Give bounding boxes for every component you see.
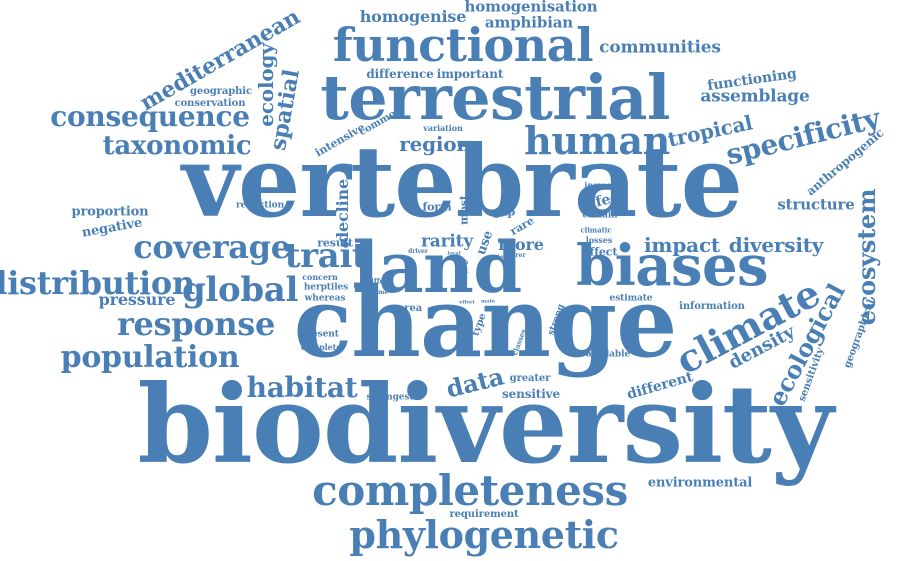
word-amphibian: amphibian xyxy=(484,13,574,32)
word-coverage: coverage xyxy=(133,228,291,266)
word-taxonomic: taxonomic xyxy=(102,131,252,161)
word-global: global xyxy=(181,270,299,310)
word-biodiversity: biodiversity xyxy=(137,362,834,488)
word-consequence: consequence xyxy=(50,100,250,133)
word-completeness: completeness xyxy=(312,466,628,515)
word-variation: variation xyxy=(423,123,463,133)
word-important: important xyxy=(436,67,504,81)
word-land: land xyxy=(352,226,523,309)
word-impact: impact xyxy=(644,233,720,257)
word-environmental: environmental xyxy=(647,475,753,491)
word-information: information xyxy=(679,301,745,312)
word-terrestrial: terrestrial xyxy=(320,61,670,134)
word-complete: complete xyxy=(300,342,342,352)
word-communities: communities xyxy=(599,37,721,58)
word-form: form xyxy=(422,200,452,214)
word-available: available xyxy=(585,349,631,360)
word-decline: decline xyxy=(333,179,352,243)
word-homogenise: homogenise xyxy=(359,7,467,26)
word-test: test xyxy=(455,268,469,275)
word-assemblage: assemblage xyxy=(700,86,810,107)
word-differ: differ xyxy=(366,276,388,286)
word-most: most xyxy=(457,195,471,225)
word-proportion: proportion xyxy=(71,204,149,220)
word-homogenisation: homogenisation xyxy=(464,0,598,16)
word-response: response xyxy=(116,305,276,343)
word-functional: functional xyxy=(332,18,594,72)
word-structure: structure xyxy=(777,195,855,214)
word-biases: biases xyxy=(575,233,769,299)
word-diversity: diversity xyxy=(728,233,824,257)
word-conservation: conservation xyxy=(174,98,246,109)
word-present: present xyxy=(301,329,339,340)
word-biome: biome xyxy=(367,289,389,296)
word-term: term xyxy=(497,254,513,261)
word-requirement: requirement xyxy=(449,509,519,520)
word-affect: affect xyxy=(582,245,618,259)
word-result: result xyxy=(317,236,353,250)
word-area: area xyxy=(397,303,423,314)
word-increase: increase xyxy=(584,180,622,190)
word-fish: fish xyxy=(455,259,469,266)
word-driver: driver xyxy=(408,248,428,255)
word-losses: losses xyxy=(585,235,613,245)
word-concern: concern xyxy=(302,272,338,282)
word-region: region xyxy=(399,132,471,156)
word-whereas: whereas xyxy=(304,293,346,304)
word-herptiles: herptiles xyxy=(303,282,349,293)
word-reduction: reduction xyxy=(235,200,285,211)
word-phylogenetic: phylogenetic xyxy=(349,512,619,557)
word-change: change xyxy=(293,266,678,379)
word-pressure: pressure xyxy=(98,290,176,309)
word-human: human xyxy=(524,118,670,163)
word-trait: trait xyxy=(284,236,368,276)
word-climatic: climatic xyxy=(580,225,612,235)
word-more: more xyxy=(498,235,544,254)
word-geographic: geographic xyxy=(190,86,252,97)
word-certain: certain xyxy=(582,210,618,221)
word-difference: difference xyxy=(366,67,434,81)
word-vertebrate: vertebrate xyxy=(181,125,743,240)
word-distribution: distribution xyxy=(0,264,195,302)
word-local: local xyxy=(447,250,461,257)
word-strongest: strongest xyxy=(366,392,414,403)
word-ecology: ecology xyxy=(254,43,278,127)
word-habitat: habitat xyxy=(246,371,358,404)
word-sensitive: sensitive xyxy=(501,387,561,401)
word-greater: greater xyxy=(509,373,551,384)
word-rarer: rarer xyxy=(508,252,526,259)
word-main: main xyxy=(481,298,495,305)
word-estimate: estimate xyxy=(609,293,653,304)
word-gap: gap xyxy=(492,205,516,219)
word-rarity: rarity xyxy=(420,231,474,252)
word-population: population xyxy=(60,340,240,375)
word-effort: effort xyxy=(459,299,475,306)
